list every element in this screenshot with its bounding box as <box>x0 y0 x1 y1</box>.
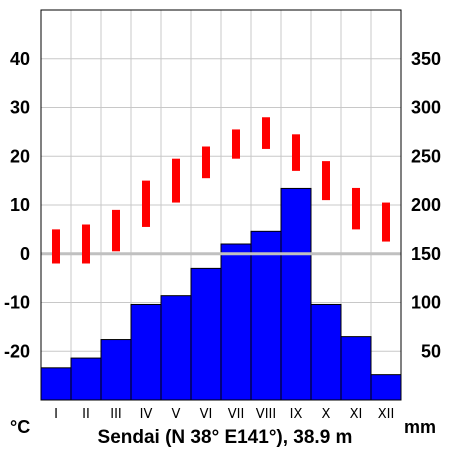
plot-border <box>40 9 402 401</box>
temperature-range-bar <box>172 158 180 203</box>
temperature-range-bar <box>202 146 210 179</box>
right-tick-label: 300 <box>411 98 441 118</box>
precipitation-bars <box>40 187 402 401</box>
temperature-range-bar <box>382 202 390 242</box>
precipitation-bar <box>370 374 402 401</box>
temperature-range-bar <box>82 224 90 264</box>
right-tick-label: 50 <box>421 341 441 361</box>
left-unit-label: °C <box>10 417 30 437</box>
month-label: VIII <box>256 407 276 422</box>
precipitation-bar <box>220 243 252 401</box>
month-label: IV <box>140 407 153 422</box>
temperature-range-bar <box>292 134 300 171</box>
month-label: I <box>54 407 58 422</box>
month-label: X <box>322 407 331 422</box>
precipitation-bar <box>100 339 132 401</box>
right-unit-label: mm <box>404 417 436 437</box>
chart-title: Sendai (N 38° E141°), 38.9 m <box>98 427 353 448</box>
month-label: VI <box>200 407 213 422</box>
precipitation-bar <box>70 357 102 401</box>
right-axis-labels: 50 100 150 200 250 300 350 <box>411 49 441 362</box>
temperature-range-bar <box>322 161 330 201</box>
right-tick-label: 350 <box>411 49 441 69</box>
temperature-range-bar <box>352 187 360 230</box>
left-tick-label: 40 <box>10 49 30 69</box>
left-tick-label: 30 <box>10 98 30 118</box>
precipitation-bar <box>40 367 72 401</box>
left-axis-labels: -20 -10 0 10 20 30 40 <box>4 49 30 362</box>
left-tick-label: 10 <box>10 195 30 215</box>
plot-frame <box>40 9 402 401</box>
left-tick-label: 20 <box>10 146 30 166</box>
month-label: XII <box>378 407 395 422</box>
right-tick-label: 200 <box>411 195 441 215</box>
month-label: V <box>172 407 181 422</box>
month-labels: I II III IV V VI VII VIII IX X XI XII <box>54 407 394 422</box>
temperature-range-bar <box>262 117 270 149</box>
temperature-range-bar <box>232 129 240 159</box>
temperature-range-bar <box>142 180 150 227</box>
precipitation-bar <box>130 303 162 401</box>
precipitation-bar <box>250 230 282 401</box>
temperature-range-bar <box>112 209 120 252</box>
right-tick-label: 150 <box>411 244 441 264</box>
precipitation-bar <box>340 336 372 401</box>
right-tick-label: 100 <box>411 293 441 313</box>
month-label: XI <box>350 407 363 422</box>
right-tick-label: 250 <box>411 146 441 166</box>
month-label: VII <box>228 407 245 422</box>
precipitation-bar <box>310 303 342 401</box>
left-tick-label: -20 <box>4 341 30 361</box>
left-tick-label: -10 <box>4 293 30 313</box>
left-tick-label: 0 <box>20 244 30 264</box>
month-label: III <box>110 407 122 422</box>
precipitation-bar <box>160 295 192 401</box>
month-label: II <box>82 407 90 422</box>
temperature-range-bar <box>52 229 60 264</box>
precipitation-bar <box>190 267 222 401</box>
precipitation-bar <box>280 187 312 401</box>
temperature-ranges <box>52 117 390 264</box>
month-label: IX <box>290 407 303 422</box>
